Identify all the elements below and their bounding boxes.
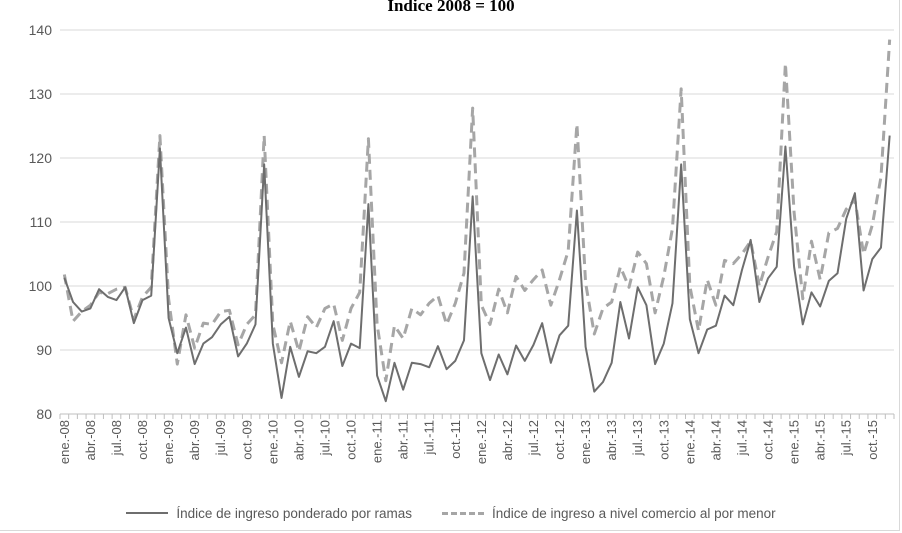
x-tick-label: ene.-12	[474, 420, 489, 464]
x-tick-label: jul.-11	[422, 420, 437, 455]
x-tick-label: ene.-15	[787, 420, 802, 464]
x-tick-label: jul.-15	[839, 420, 854, 456]
x-tick-label: ene.-10	[265, 420, 280, 464]
x-tick-label: abr.-09	[187, 420, 202, 460]
x-tick-label: ene.-14	[682, 420, 697, 464]
legend-item-comercio: Índice de ingreso a nivel comercio al po…	[442, 506, 776, 521]
x-tick-label: oct.-12	[552, 420, 567, 460]
x-tick-label: abr.-12	[500, 420, 515, 460]
y-tick-label: 90	[36, 342, 52, 358]
y-tick-label: 120	[29, 150, 53, 166]
x-tick-label: ene.-11	[370, 420, 385, 463]
legend-swatch-dashed	[442, 511, 484, 515]
y-axis-ticks: 80 90 100 110 120 130 140	[29, 22, 53, 422]
x-tick-label: oct.-10	[344, 420, 359, 460]
y-tick-label: 110	[30, 214, 53, 230]
y-tick-label: 140	[29, 22, 53, 38]
x-tick-label: jul.-12	[526, 420, 541, 456]
x-tick-label: jul.-09	[213, 420, 228, 456]
legend-label-ponderado: Índice de ingreso ponderado por ramas	[176, 505, 412, 521]
x-tick-label: oct.-15	[865, 420, 880, 460]
x-tick-label: jul.-14	[734, 420, 749, 456]
plot-area: 80 90 100 110 120 130 140 ene.-08 abr.-08 jul.-0…	[29, 22, 895, 464]
legend-label-comercio: Índice de ingreso a nivel comercio al po…	[492, 505, 776, 521]
y-tick-label: 100	[29, 278, 53, 294]
chart-title: Índice 2008 = 100	[387, 0, 515, 15]
x-tick-label: abr.-13	[604, 420, 619, 460]
x-tick-label: oct.-08	[135, 420, 150, 460]
x-tick-label: abr.-10	[291, 420, 306, 460]
x-tick-label: abr.-14	[708, 420, 723, 460]
x-tick-label: oct.-13	[656, 420, 671, 460]
legend: Índice de ingreso ponderado por ramas Ín…	[0, 500, 902, 526]
x-tick-label: abr.-08	[83, 420, 98, 460]
x-tick-label: jul.-13	[630, 420, 645, 456]
series-lines	[62, 39, 892, 403]
x-tick-label: ene.-08	[57, 420, 72, 464]
series-line-ponderado	[63, 135, 891, 403]
x-tick-label: abr.-11	[396, 420, 411, 460]
y-tick-label: 80	[36, 406, 52, 422]
x-tick-label: ene.-09	[161, 420, 176, 464]
y-tick-label: 130	[29, 86, 53, 102]
x-tick-label: abr.-15	[813, 420, 828, 460]
x-tick-label: ene.-13	[578, 420, 593, 464]
legend-swatch-solid	[126, 512, 169, 514]
x-tick-label: jul.-10	[317, 420, 332, 456]
x-axis-ticks: ene.-08 abr.-08 jul.-08 oct.-08 ene.-09 abr.-…	[57, 414, 895, 464]
x-tick-label: oct.-14	[761, 420, 776, 460]
x-tick-label: oct.-11	[448, 420, 463, 459]
x-tick-label: oct.-09	[239, 420, 254, 460]
x-tick-label: jul.-08	[109, 420, 124, 456]
legend-item-ponderado: Índice de ingreso ponderado por ramas	[126, 506, 412, 521]
